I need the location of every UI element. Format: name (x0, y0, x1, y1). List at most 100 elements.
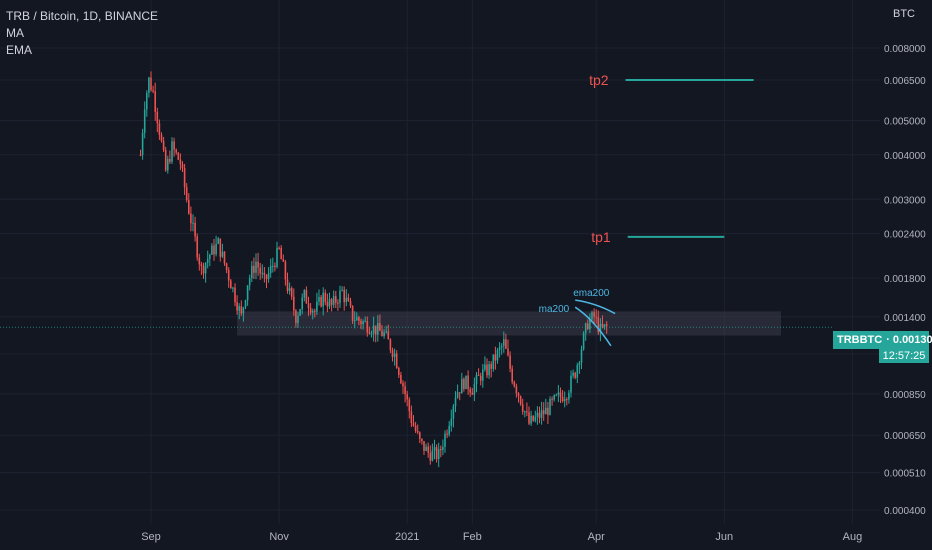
price-tick-label: 0.005000 (884, 116, 926, 127)
candle-body (185, 187, 188, 201)
candle-body (437, 449, 440, 460)
candle-body (246, 285, 249, 301)
indicator-ema[interactable]: EMA (6, 43, 33, 57)
time-tick-label: Jun (715, 531, 733, 543)
chart-legend: TRB / Bitcoin, 1D, BINANCE MA EMA (6, 8, 158, 59)
candle-body (486, 364, 488, 376)
candle-body (435, 447, 438, 460)
bar-countdown: 12:57:25 (879, 349, 929, 363)
candle-body (559, 392, 562, 397)
candle-body (521, 404, 524, 412)
candle-body (326, 302, 329, 307)
candle-body (339, 290, 341, 304)
candle-body (221, 251, 224, 257)
tp1-label: tp1 (591, 229, 611, 245)
candle-body (223, 251, 226, 264)
candle-body (576, 365, 579, 378)
candle-body (557, 392, 560, 395)
candle-body (517, 393, 520, 397)
candle-body (534, 416, 537, 421)
candle-body (322, 292, 324, 307)
candle-body (288, 288, 291, 291)
candle-body (379, 323, 381, 331)
candle-body (492, 354, 495, 369)
candle-body (360, 320, 362, 325)
candle-body (183, 167, 186, 188)
candle-body (461, 378, 463, 394)
candle-body (595, 316, 597, 318)
candle-body (303, 290, 306, 298)
candle-body (479, 375, 482, 381)
candle-body (597, 317, 600, 333)
candle-body (467, 375, 469, 390)
candle-body (274, 265, 276, 268)
candle-body (301, 297, 303, 310)
candle-body (463, 378, 465, 389)
candle-body (230, 280, 232, 289)
candle-body (393, 353, 396, 357)
candle-body (490, 364, 492, 369)
price-unit-label[interactable]: BTC (893, 8, 915, 20)
candle-body (584, 323, 587, 334)
candle-body (605, 324, 608, 326)
candle-body (179, 159, 182, 165)
candle-body (219, 238, 222, 257)
candle-body (524, 411, 526, 413)
candle-body (374, 325, 377, 335)
candle-body (593, 312, 595, 317)
candle-body (242, 307, 245, 314)
candle-body (536, 412, 539, 417)
candle-body (332, 296, 335, 305)
candle-body (299, 309, 301, 316)
time-tick-label: 2021 (395, 531, 419, 543)
indicator-ma[interactable]: MA (6, 26, 24, 40)
price-tick-label: 0.000850 (884, 390, 926, 401)
candle-body (530, 415, 532, 424)
candle-body (253, 265, 255, 273)
candle-body (465, 375, 467, 389)
candle-body (366, 321, 369, 333)
candle-body (330, 299, 333, 305)
candle-body (328, 299, 331, 307)
candle-body (513, 382, 516, 387)
candle-body (162, 141, 165, 150)
candle-body (148, 77, 150, 93)
candle-body (578, 363, 581, 366)
support-zone-box (237, 311, 782, 336)
candle-body (440, 449, 442, 451)
time-tick-label: Sep (141, 531, 161, 543)
candle-body (164, 149, 167, 171)
candle-body (320, 296, 322, 307)
candle-body (284, 261, 287, 280)
price-tick-label: 0.000400 (884, 506, 926, 517)
candle-body (542, 410, 545, 415)
candle-body (234, 287, 236, 303)
symbol-title[interactable]: TRB / Bitcoin, 1D, BINANCE (6, 9, 159, 23)
candle-body (209, 254, 211, 259)
candle-body (452, 406, 455, 419)
candle-body (414, 425, 417, 431)
candle-body (206, 258, 209, 263)
candle-body (572, 372, 574, 376)
candle-body (444, 433, 446, 447)
price-tick-label: 0.006500 (884, 76, 926, 87)
candle-body (217, 238, 219, 244)
candle-body (469, 389, 471, 393)
candle-body (385, 331, 387, 333)
candle-body (167, 159, 169, 171)
candle-body (293, 296, 295, 311)
current-price: 0.001308 (892, 334, 932, 346)
candle-body (263, 272, 266, 275)
candle-body (257, 261, 259, 268)
candle-body (555, 394, 558, 396)
candle-body (341, 289, 343, 291)
ema200-label: ema200 (573, 288, 610, 299)
candle-body (196, 236, 198, 258)
candle-body (475, 374, 478, 385)
time-axis[interactable]: Sep Nov 2021 Feb Apr Jun Aug (141, 531, 862, 543)
candle-body (156, 111, 159, 124)
candle-body (198, 257, 201, 265)
candle-body (259, 267, 261, 274)
